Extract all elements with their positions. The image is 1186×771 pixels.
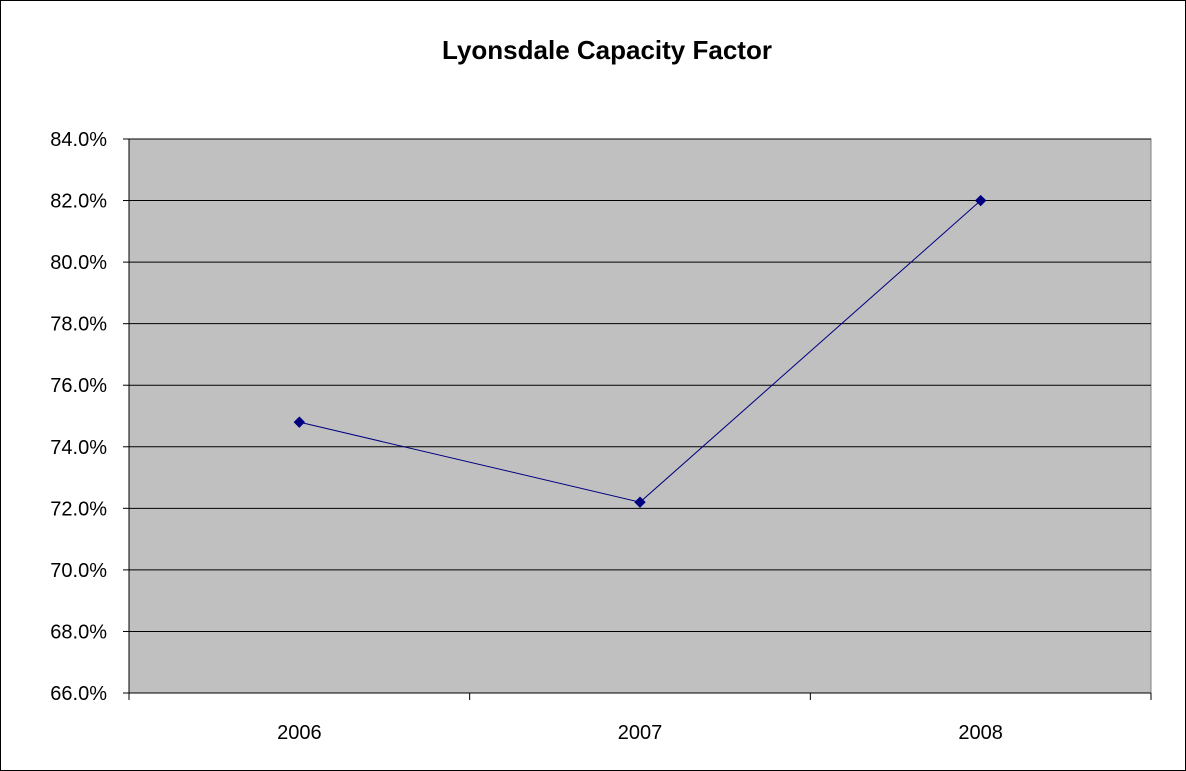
y-tick-labels: 66.0% 68.0% 70.0% 72.0% 74.0% 76.0% 78.0% 80.0%… [50, 129, 107, 705]
y-tick-label: 70.0% [50, 560, 107, 582]
y-tick-label: 68.0% [50, 621, 107, 643]
x-tick-label: 2007 [618, 722, 663, 744]
chart-title: Lyonsdale Capacity Factor [442, 35, 772, 65]
y-tick-label: 66.0% [50, 683, 107, 705]
y-tick-label: 84.0% [50, 129, 107, 151]
y-tick-label: 74.0% [50, 437, 107, 459]
data-point-marker [293, 416, 306, 428]
data-point-marker [634, 496, 646, 508]
x-tick-label: 2006 [277, 722, 322, 744]
gridlines [129, 138, 1151, 632]
y-tick-label: 72.0% [50, 498, 107, 520]
x-tick-label: 2008 [958, 722, 1003, 744]
y-tick-label: 82.0% [50, 191, 107, 213]
y-tick-label: 76.0% [50, 375, 107, 397]
x-tick-labels: 2006 2007 2008 [277, 722, 1003, 744]
y-tick-label: 78.0% [50, 314, 107, 336]
data-series [293, 194, 987, 508]
plot-area [128, 138, 1152, 694]
y-tick-label: 80.0% [50, 252, 107, 274]
axes [123, 138, 1152, 700]
data-point-marker [974, 194, 987, 207]
